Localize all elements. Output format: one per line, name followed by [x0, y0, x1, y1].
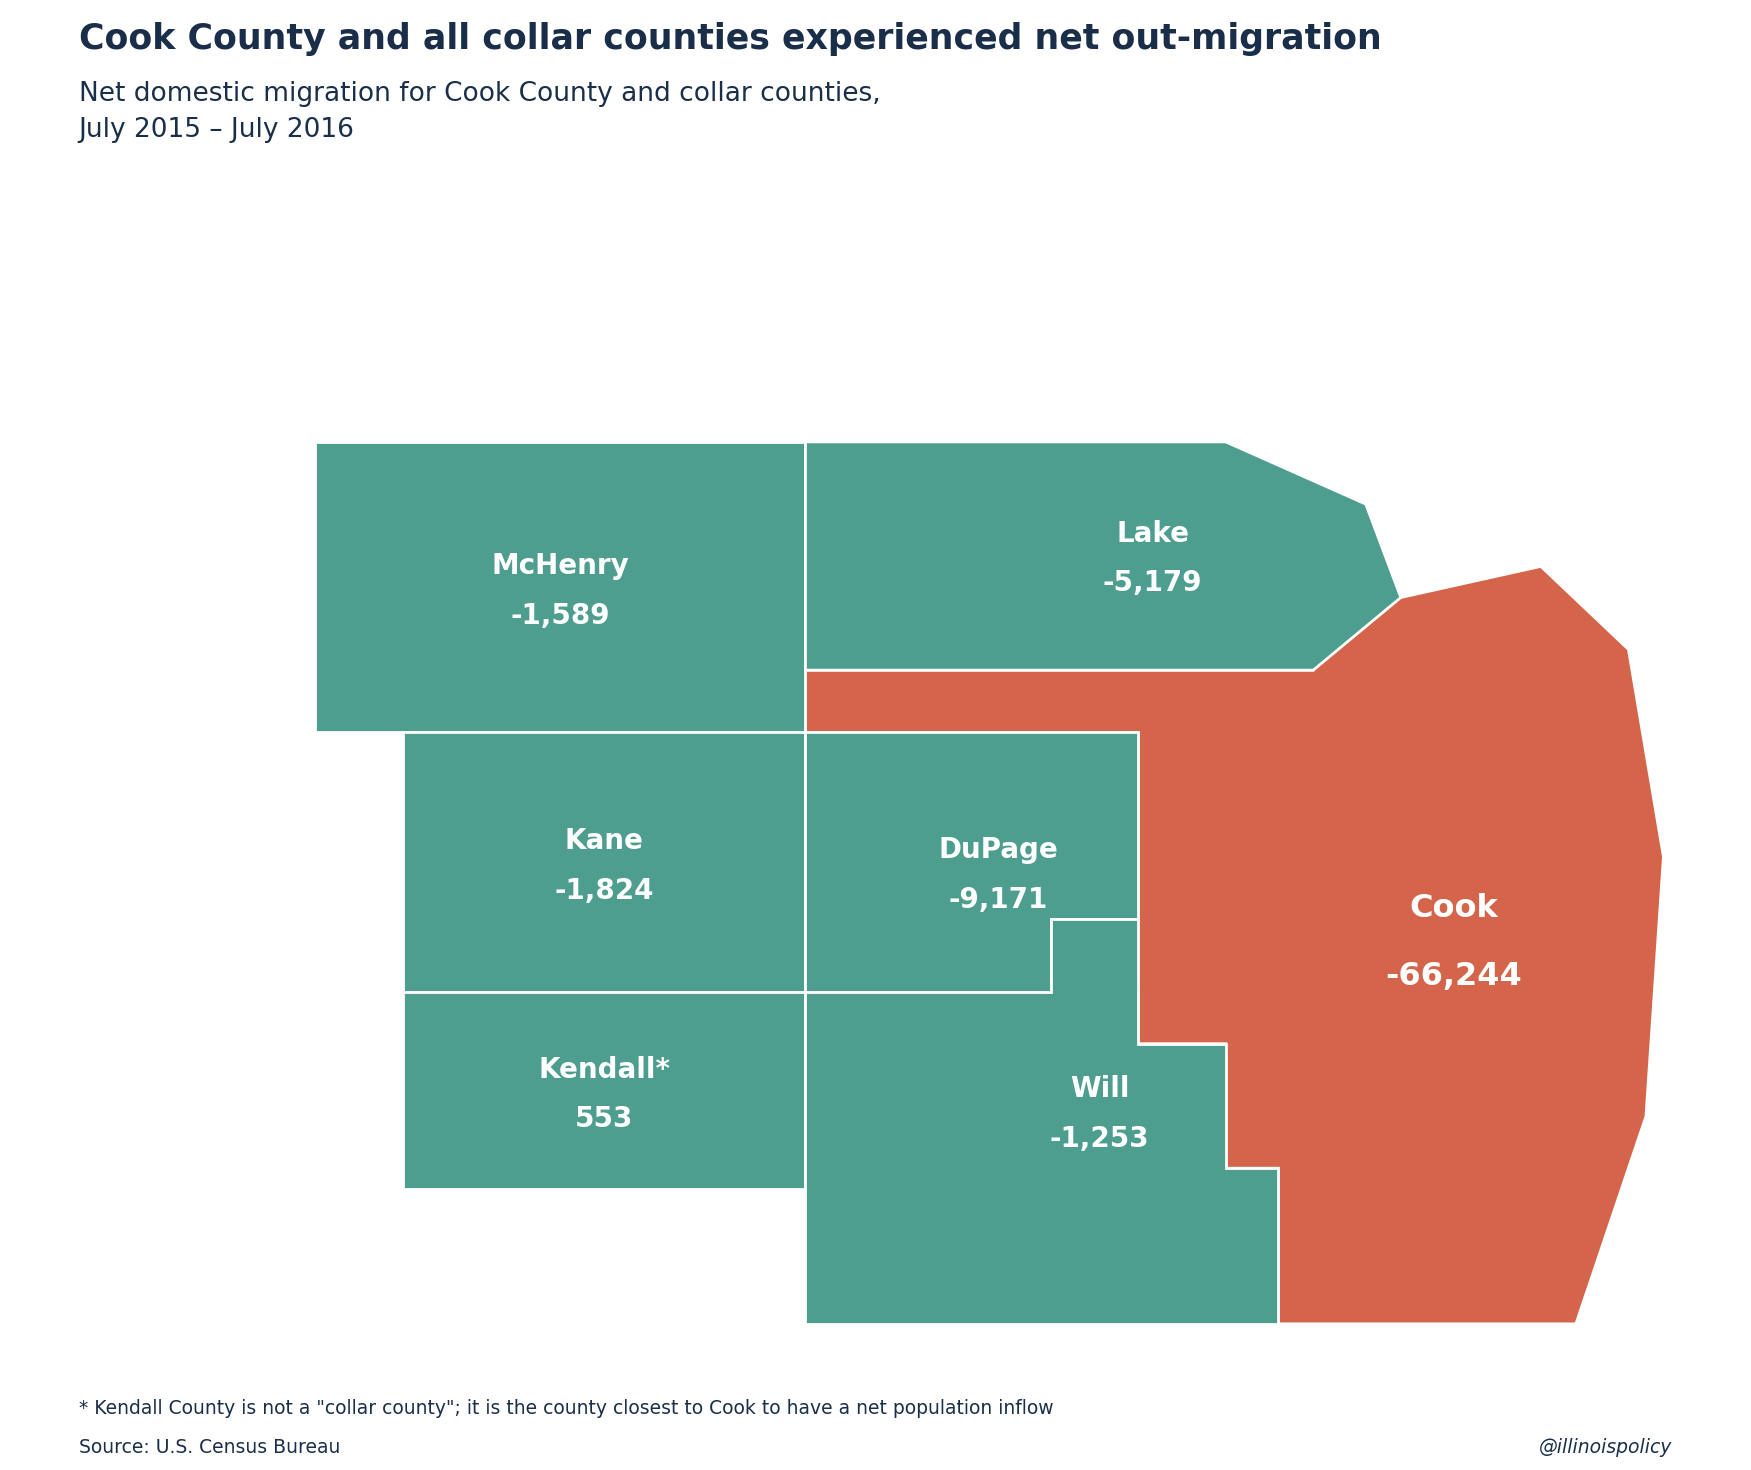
Text: Kane: Kane — [564, 828, 644, 856]
Text: McHenry: McHenry — [492, 553, 629, 581]
Text: @illinoispolicy: @illinoispolicy — [1539, 1438, 1672, 1457]
Polygon shape — [315, 442, 805, 732]
Text: * Kendall County is not a "collar county"; it is the county closest to Cook to h: * Kendall County is not a "collar county… — [79, 1399, 1054, 1419]
Text: -1,589: -1,589 — [511, 603, 609, 631]
Polygon shape — [805, 442, 1401, 670]
Text: -9,171: -9,171 — [949, 886, 1047, 914]
Text: Cook: Cook — [1410, 894, 1497, 925]
Text: DuPage: DuPage — [939, 836, 1058, 864]
Text: -5,179: -5,179 — [1103, 569, 1203, 597]
Text: Will: Will — [1070, 1076, 1129, 1104]
Text: -66,244: -66,244 — [1385, 961, 1522, 992]
Polygon shape — [805, 732, 1138, 992]
Text: Kendall*: Kendall* — [538, 1055, 671, 1083]
Polygon shape — [403, 732, 805, 992]
Text: Net domestic migration for Cook County and collar counties,
July 2015 – July 201: Net domestic migration for Cook County a… — [79, 81, 881, 143]
Text: Source: U.S. Census Bureau: Source: U.S. Census Bureau — [79, 1438, 340, 1457]
Polygon shape — [403, 992, 805, 1189]
Text: -1,253: -1,253 — [1051, 1125, 1149, 1152]
Polygon shape — [805, 919, 1278, 1324]
Polygon shape — [805, 504, 1663, 1324]
Text: Lake: Lake — [1115, 519, 1189, 547]
Text: Cook County and all collar counties experienced net out-migration: Cook County and all collar counties expe… — [79, 22, 1382, 56]
Text: 553: 553 — [574, 1105, 634, 1133]
Text: -1,824: -1,824 — [555, 878, 653, 906]
